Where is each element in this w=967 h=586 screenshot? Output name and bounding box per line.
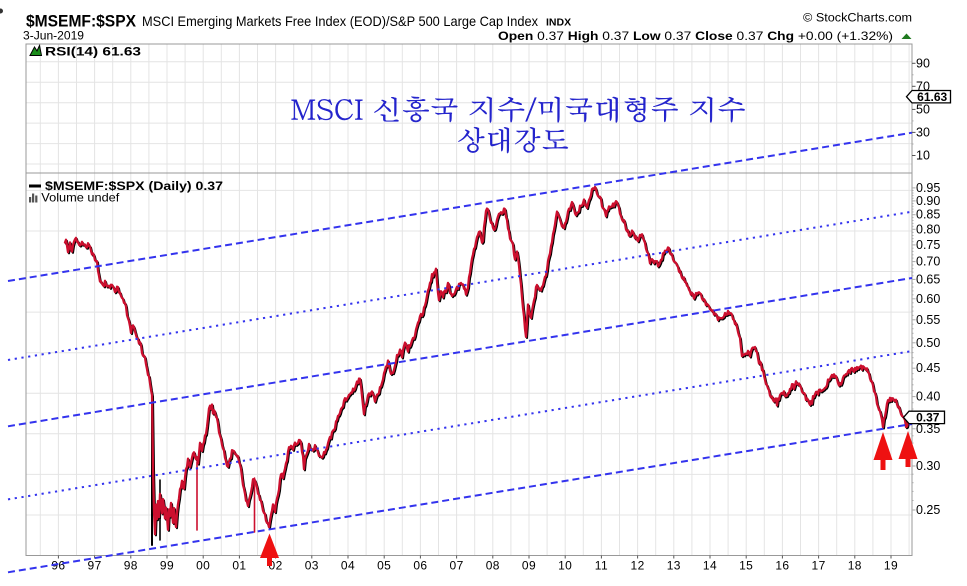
svg-text:61.63: 61.63 — [917, 90, 947, 104]
svg-text:© StockCharts.com: © StockCharts.com — [803, 13, 912, 25]
svg-text:10: 10 — [916, 149, 930, 163]
svg-text:30: 30 — [916, 125, 930, 139]
svg-text:3-Jun-2019: 3-Jun-2019 — [23, 31, 84, 43]
svg-text:MSCI Emerging Markets Free Ind: MSCI Emerging Markets Free Index (EOD)/S… — [142, 13, 538, 29]
svg-text:Volume undef: Volume undef — [41, 191, 120, 205]
svg-text:70: 70 — [916, 79, 930, 93]
svg-text:0.35: 0.35 — [916, 422, 940, 436]
svg-text:01: 01 — [232, 559, 246, 573]
svg-text:Open 0.37 High 0.37 Low 0.37: Open 0.37 High 0.37 Low 0.37 Close 0.37 … — [498, 29, 893, 43]
svg-text:0.45: 0.45 — [916, 361, 940, 375]
svg-text:12: 12 — [631, 559, 645, 573]
svg-text:07: 07 — [450, 559, 464, 573]
svg-text:0.30: 0.30 — [916, 459, 940, 473]
svg-text:96: 96 — [51, 559, 65, 573]
svg-text:10: 10 — [558, 559, 572, 573]
svg-text:13: 13 — [667, 559, 681, 573]
svg-text:0.40: 0.40 — [916, 390, 940, 404]
svg-text:06: 06 — [413, 559, 427, 573]
svg-text:$MSEMF:$SPX: $MSEMF:$SPX — [26, 13, 136, 31]
svg-text:97: 97 — [88, 559, 102, 573]
svg-text:0.90: 0.90 — [916, 194, 940, 208]
svg-text:0.85: 0.85 — [916, 208, 940, 222]
svg-text:50: 50 — [916, 102, 930, 116]
svg-text:0.80: 0.80 — [916, 222, 940, 236]
svg-text:90: 90 — [916, 56, 930, 70]
svg-text:0.37: 0.37 — [916, 411, 940, 425]
svg-text:05: 05 — [377, 559, 391, 573]
svg-text:INDX: INDX — [546, 17, 571, 29]
svg-text:14: 14 — [703, 559, 717, 573]
svg-text:$MSEMF:$SPX (Daily) 0.37: $MSEMF:$SPX (Daily) 0.37 — [45, 179, 223, 193]
svg-text:0.95: 0.95 — [916, 181, 940, 195]
svg-text:16: 16 — [775, 559, 789, 573]
svg-text:99: 99 — [160, 559, 174, 573]
svg-text:17: 17 — [812, 559, 826, 573]
svg-text:0.60: 0.60 — [916, 292, 940, 306]
svg-text:0.65: 0.65 — [916, 272, 940, 286]
svg-text:0.75: 0.75 — [916, 238, 940, 252]
svg-text:0.25: 0.25 — [916, 503, 940, 517]
svg-text:98: 98 — [124, 559, 138, 573]
svg-text:0.50: 0.50 — [916, 336, 940, 350]
svg-text:11: 11 — [595, 559, 608, 573]
svg-text:08: 08 — [486, 559, 500, 573]
svg-text:00: 00 — [196, 559, 210, 573]
svg-text:03: 03 — [305, 559, 319, 573]
svg-text:15: 15 — [739, 559, 753, 573]
svg-text:0.55: 0.55 — [916, 313, 940, 327]
svg-text:0.70: 0.70 — [916, 255, 940, 269]
svg-text:04: 04 — [341, 559, 355, 573]
svg-text:19: 19 — [884, 559, 898, 573]
svg-text:18: 18 — [848, 559, 862, 573]
svg-text:RSI(14) 61.63: RSI(14) 61.63 — [45, 45, 141, 59]
svg-text:09: 09 — [522, 559, 536, 573]
